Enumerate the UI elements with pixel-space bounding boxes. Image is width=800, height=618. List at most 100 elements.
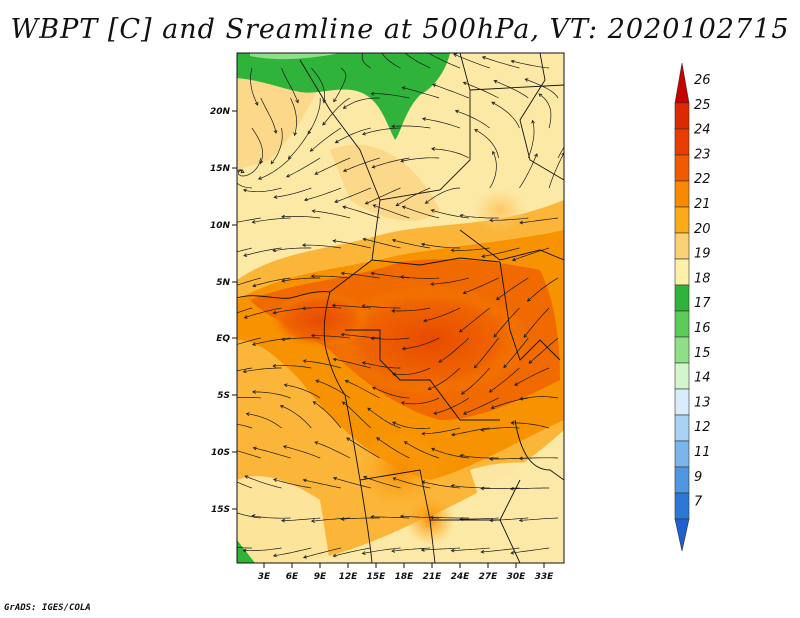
colorbar-label: 19 (694, 247, 711, 262)
streamline-arrow (367, 407, 372, 412)
streamline-arrow (421, 480, 426, 485)
streamline (510, 487, 550, 490)
streamline-arrow (242, 369, 247, 374)
streamline-arrow (251, 390, 256, 394)
streamline (258, 157, 291, 180)
streamline (523, 307, 550, 338)
streamline-arrow (251, 514, 256, 518)
streamline-arrow (488, 388, 493, 393)
streamline (461, 367, 490, 395)
field-region-17 (237, 53, 450, 140)
streamline-arrow (489, 518, 494, 523)
streamline (455, 110, 490, 129)
colorbar-swatch (674, 154, 690, 182)
streamline-arrow (281, 518, 285, 523)
streamline (396, 187, 431, 207)
streamline-arrow (395, 202, 400, 207)
colorbar-label: 16 (694, 321, 711, 336)
streamline (281, 277, 321, 282)
streamline (423, 307, 461, 322)
streamline (481, 547, 520, 553)
streamline-arrow (514, 382, 518, 386)
streamline-arrow (490, 405, 495, 410)
map-frame (236, 52, 565, 564)
chart-title: WBPT [C] and Sreamline at 500hPa, VT: 20… (10, 14, 790, 45)
streamline-arrow (251, 219, 256, 224)
streamline (252, 391, 291, 399)
streamline-arrow (451, 432, 456, 437)
streamline-arrow (322, 121, 327, 126)
streamline (400, 515, 440, 519)
colorbar-label: 18 (694, 271, 711, 286)
streamline-arrow (400, 401, 405, 405)
streamline (430, 277, 469, 285)
streamline-arrow (391, 548, 396, 553)
streamline (371, 93, 410, 99)
streamline-arrow (462, 81, 467, 86)
streamline (237, 450, 261, 459)
colorbar-label: 26 (694, 73, 711, 88)
field-region-16 (250, 53, 340, 60)
streamline-arrow (303, 197, 308, 202)
streamline-arrow (215, 256, 218, 259)
streamline-arrow (519, 220, 524, 225)
colorbar-swatch (674, 492, 690, 520)
streamline-arrow (432, 83, 437, 88)
streamline (391, 125, 431, 129)
streamline-arrow (341, 401, 346, 406)
colorbar: 26 25 24 23 22 21 20 19 18 17 16 15 14 13 12 11 9 7 (674, 62, 711, 552)
streamline (362, 305, 401, 309)
streamline (362, 127, 401, 135)
streamline-arrow (431, 447, 435, 452)
streamline (428, 53, 461, 69)
streamline (481, 247, 520, 257)
lon-label: 21E (423, 572, 443, 582)
streamline (393, 477, 431, 489)
streamline-arrow (480, 549, 485, 554)
streamline (519, 153, 538, 189)
field-region-22b (355, 430, 445, 510)
streamline-arrow (314, 171, 319, 175)
streamline-arrow (453, 53, 458, 57)
streamline (392, 367, 431, 375)
streamline-arrow (370, 271, 375, 276)
border-k (499, 519, 521, 563)
streamline-arrow (510, 421, 515, 425)
streamline (274, 187, 312, 198)
streamline-arrow (344, 379, 349, 384)
colorbar-swatch (674, 388, 690, 416)
streamline (525, 78, 559, 99)
streamline-arrow (474, 129, 479, 133)
streamline (428, 367, 461, 390)
streamline (335, 127, 371, 144)
lat-label: 5N (216, 278, 230, 288)
streamline (362, 547, 401, 554)
streamline (343, 97, 380, 109)
streamline-arrow (340, 517, 345, 521)
streamline-arrow (473, 364, 478, 369)
colorbar-label: 22 (694, 172, 711, 187)
streamline (494, 80, 529, 99)
streamline (511, 422, 550, 429)
streamline (402, 206, 440, 219)
streamline (367, 407, 401, 429)
streamline (315, 380, 351, 399)
streamline-arrow (420, 548, 425, 552)
streamline (341, 272, 380, 279)
streamline-arrow (363, 475, 368, 480)
colorbar-swatch (674, 128, 690, 156)
streamline (311, 335, 351, 339)
streamline-arrow (427, 386, 432, 390)
streamline (557, 146, 564, 159)
streamline-arrow (252, 446, 257, 451)
colorbar-swatch (674, 518, 690, 552)
streamline-arrow (315, 379, 320, 384)
streamline-arrow (310, 333, 315, 338)
streamline (463, 277, 499, 294)
streamline (511, 547, 550, 554)
streamline (474, 337, 499, 369)
border-f (345, 329, 500, 421)
colorbar-label: 11 (694, 445, 711, 460)
streamline-arrow (273, 129, 278, 134)
streamline (392, 307, 431, 312)
